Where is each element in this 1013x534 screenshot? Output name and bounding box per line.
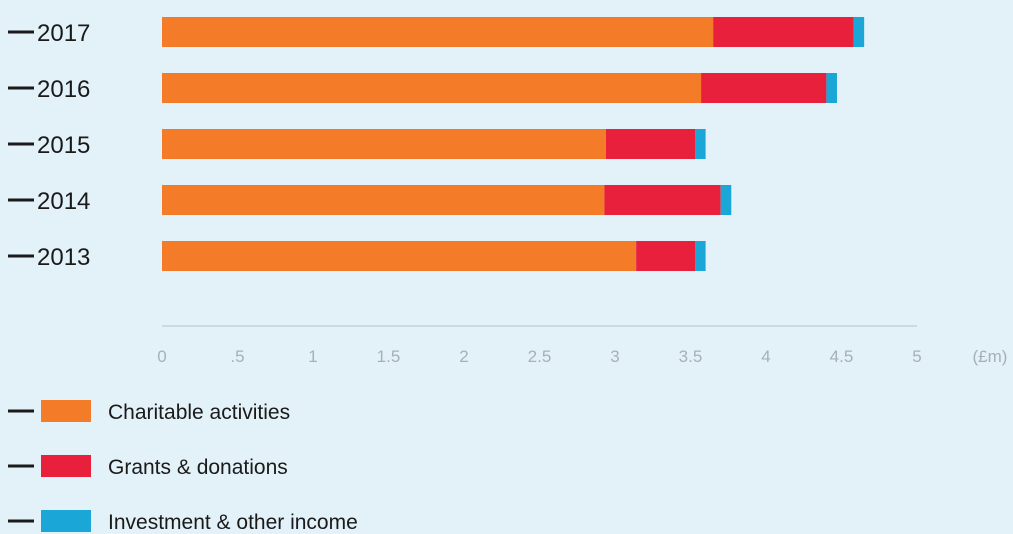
x-tick-label: 2.5: [528, 347, 552, 366]
x-tick-label: 4: [761, 347, 770, 366]
bar-2016-series-0: [162, 73, 702, 103]
bar-2014-series-2: [720, 185, 732, 215]
y-label-2015: 2015: [37, 132, 90, 159]
bar-2013-series-2: [695, 241, 706, 271]
legend-label-0: Charitable activities: [108, 401, 290, 424]
legend: Charitable activities Grants & donations I…: [8, 400, 358, 534]
legend-swatch-2: [41, 510, 91, 532]
bars-group: [162, 17, 865, 271]
bar-2015-series-0: [162, 129, 606, 159]
x-axis-unit: (£m): [973, 347, 1008, 366]
x-tick-label: 1: [308, 347, 317, 366]
x-tick-label: 3: [610, 347, 619, 366]
legend-dash: [8, 464, 34, 468]
y-label-dash-2013: [8, 254, 34, 258]
y-label-2017: 2017: [37, 20, 90, 47]
bar-2017-series-1: [713, 17, 854, 47]
legend-swatch-1: [41, 455, 91, 477]
bar-2016-series-1: [701, 73, 827, 103]
legend-swatch-0: [41, 400, 91, 422]
x-tick-label: 0: [157, 347, 166, 366]
y-label-dash-2017: [8, 30, 34, 34]
bar-2015-series-2: [695, 129, 706, 159]
bar-2014-series-1: [604, 185, 721, 215]
y-label-dash-2014: [8, 198, 34, 202]
x-tick-label: .5: [230, 347, 244, 366]
bar-2013-series-0: [162, 241, 637, 271]
bar-2017-series-2: [853, 17, 865, 47]
x-tick-label: 1.5: [377, 347, 401, 366]
bar-2017-series-0: [162, 17, 714, 47]
x-axis-ticks: 0 .5 1 1.5 2 2.5 3 3.5 4 4.5 5: [157, 347, 921, 366]
bar-2013-series-1: [636, 241, 696, 271]
bar-2015-series-1: [605, 129, 696, 159]
legend-label-1: Grants & donations: [108, 456, 288, 479]
y-label-2014: 2014: [37, 188, 90, 215]
bar-2014-series-0: [162, 185, 605, 215]
y-label-2016: 2016: [37, 76, 90, 103]
legend-label-2: Investment & other income: [108, 511, 358, 534]
x-tick-label: 4.5: [830, 347, 854, 366]
legend-dash: [8, 519, 34, 523]
x-tick-label: 3.5: [679, 347, 703, 366]
y-label-dash-2015: [8, 142, 34, 146]
x-tick-label: 2: [459, 347, 468, 366]
x-tick-label: 5: [912, 347, 921, 366]
y-axis-labels: 2017 2016 2015 2014 2013: [8, 20, 90, 271]
y-label-dash-2016: [8, 86, 34, 90]
y-label-2013: 2013: [37, 244, 90, 271]
legend-dash: [8, 409, 34, 413]
bar-2016-series-2: [826, 73, 837, 103]
